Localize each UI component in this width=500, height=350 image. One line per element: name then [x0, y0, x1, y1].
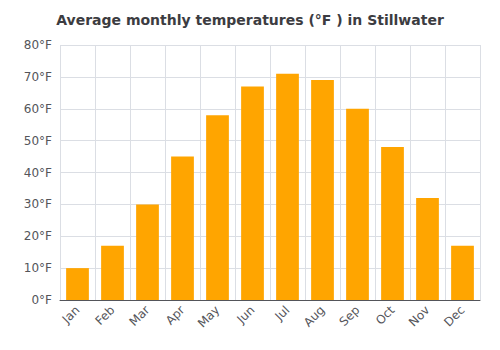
svg-text:May: May: [195, 303, 222, 330]
svg-text:50°F: 50°F: [24, 134, 52, 148]
svg-text:Nov: Nov: [406, 303, 432, 329]
svg-text:Dec: Dec: [441, 303, 467, 329]
svg-text:70°F: 70°F: [24, 70, 52, 84]
svg-text:Mar: Mar: [127, 303, 153, 329]
svg-text:Sep: Sep: [337, 303, 363, 329]
svg-text:Oct: Oct: [373, 303, 398, 328]
svg-text:0°F: 0°F: [31, 293, 52, 307]
svg-text:Average monthly temperatures (: Average monthly temperatures (°F ) in St…: [56, 12, 444, 28]
svg-text:Apr: Apr: [163, 303, 188, 328]
svg-text:40°F: 40°F: [24, 166, 52, 180]
svg-text:Jul: Jul: [272, 303, 293, 324]
svg-text:Jun: Jun: [234, 303, 258, 327]
svg-text:Feb: Feb: [93, 303, 118, 328]
svg-text:Jan: Jan: [59, 303, 83, 327]
svg-text:10°F: 10°F: [24, 261, 52, 275]
svg-text:30°F: 30°F: [24, 197, 52, 211]
svg-text:80°F: 80°F: [24, 38, 52, 52]
svg-text:Aug: Aug: [301, 303, 327, 329]
svg-text:20°F: 20°F: [24, 229, 52, 243]
svg-text:60°F: 60°F: [24, 102, 52, 116]
